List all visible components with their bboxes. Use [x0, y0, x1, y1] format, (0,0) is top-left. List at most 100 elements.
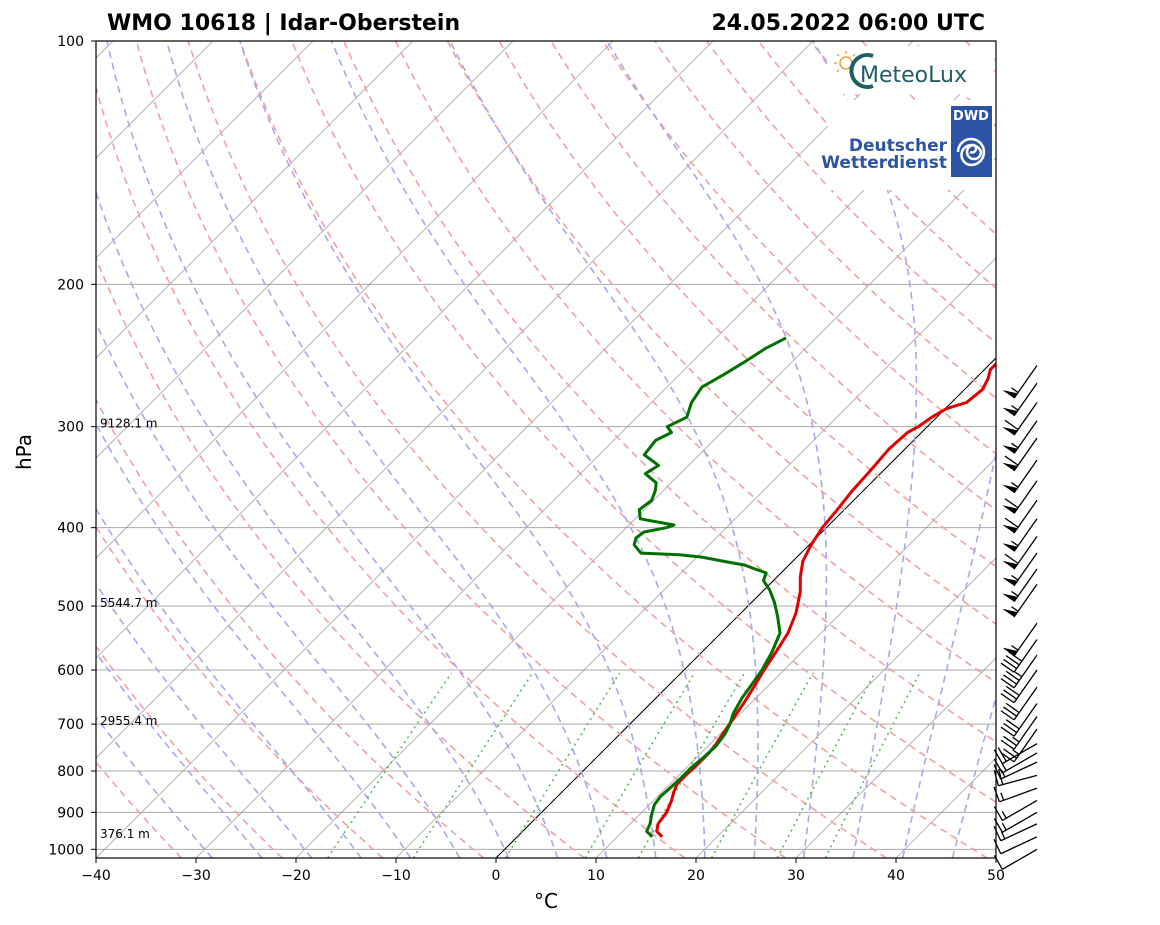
- dry-adiabat: [96, 525, 384, 858]
- x-axis-ticks: −40 −30 −20 −10 0 10 20 30 40 50: [81, 858, 1005, 884]
- wind-barb-pennant: [1002, 390, 1018, 399]
- y-tick-label: 500: [57, 599, 84, 615]
- y-tick-label: 100: [57, 34, 84, 50]
- zero-isotherm-line: [495, 357, 996, 858]
- wind-barb-feather: [1000, 752, 1015, 763]
- x-tick-label: 0: [492, 868, 501, 884]
- wind-barb-half-feather: [1001, 763, 1007, 772]
- moist-adiabat: [812, 41, 918, 858]
- wind-barb-pennant: [1002, 462, 1018, 471]
- wind-barb-pennant: [1002, 407, 1018, 416]
- wind-barb-feather: [993, 770, 999, 786]
- dry-adiabat: [96, 397, 485, 858]
- wind-barb-feather: [1004, 498, 1019, 509]
- wind-barb-half-feather: [1011, 606, 1019, 612]
- wind-barb-staff: [1013, 703, 1038, 737]
- wind-barb-pennant: [1002, 608, 1018, 617]
- wind-barb-staff: [1013, 518, 1038, 552]
- wind-barb: [1002, 480, 1038, 514]
- wind-barb-feather: [1000, 693, 1015, 704]
- wind-barb-feather: [1005, 685, 1020, 696]
- wind-barb-feather: [1005, 670, 1020, 681]
- wind-barb-staff: [1013, 437, 1038, 472]
- y-tick-label: 300: [57, 420, 84, 436]
- wind-barb-staff: [1002, 811, 1038, 833]
- x-tick-label: −30: [181, 868, 211, 884]
- moist-adiabat: [330, 41, 706, 858]
- dwd-logo: DWD Deutscher Wetterdienst: [821, 100, 994, 190]
- wind-barb-feather: [1005, 702, 1020, 714]
- temperature-profile-line: [655, 361, 996, 838]
- wind-barb-pennant: [1002, 560, 1018, 570]
- mixing-ratio-line: [824, 672, 921, 858]
- dry-adiabat: [1121, 41, 1160, 858]
- dwd-logo-line2: Wetterdienst: [821, 153, 947, 173]
- y-tick-label: 700: [57, 717, 84, 733]
- wind-barb-pennant: [1002, 445, 1018, 454]
- wind-barb-staff: [1013, 568, 1038, 603]
- wind-barb-pennant: [1002, 427, 1018, 436]
- wind-barb-staff: [1013, 499, 1038, 534]
- wind-barb: [993, 768, 1038, 787]
- wind-barb-half-feather: [1011, 405, 1019, 411]
- wind-barb-staff: [1000, 761, 1038, 780]
- wind-barb-half-feather: [1001, 822, 1007, 831]
- background-lines: [96, 41, 1160, 858]
- dry-adiabat: [394, 41, 996, 684]
- dry-adiabat: [602, 41, 996, 455]
- mixing-ratio-line: [327, 672, 453, 858]
- wind-barb-feather: [1003, 706, 1018, 717]
- x-tick-label: 50: [987, 868, 1005, 884]
- wind-barb: [1002, 365, 1038, 399]
- dwd-logo-line1: Deutscher: [849, 136, 948, 156]
- isotherm-line: [96, 41, 414, 359]
- wind-barb-pennant: [1002, 593, 1018, 602]
- dry-adiabat: [96, 84, 686, 858]
- wind-barb: [1002, 420, 1038, 454]
- wind-barb-staff: [1002, 848, 1038, 870]
- moist-adiabat: [96, 507, 362, 858]
- isotherm-line: [96, 41, 614, 559]
- wind-barb-staff: [1013, 654, 1038, 689]
- moist-adiabat: [239, 41, 657, 858]
- wind-barb: [1002, 382, 1038, 417]
- moist-adiabat: [96, 190, 510, 858]
- chart-title-station: WMO 10618 | Idar-Oberstein: [107, 11, 460, 36]
- y-tick-label: 400: [57, 521, 84, 537]
- moist-adiabat: [96, 651, 263, 858]
- moist-adiabat: [165, 41, 608, 858]
- dewpoint-profile-line: [632, 336, 787, 838]
- wind-barb-feather: [993, 764, 1002, 780]
- wind-barb: [1002, 535, 1038, 570]
- wind-barb-staff: [1002, 752, 1038, 774]
- wind-barb-half-feather: [1012, 749, 1020, 756]
- wind-barb-half-feather: [1012, 736, 1020, 743]
- mixing-ratio-line: [637, 672, 746, 858]
- isotherm-line: [96, 41, 914, 858]
- y-tick-label: 200: [57, 277, 84, 293]
- dry-adiabat: [135, 41, 787, 858]
- x-tick-label: −20: [281, 868, 311, 884]
- wind-barb-staff: [1000, 836, 1038, 855]
- y-tick-label: 900: [57, 805, 84, 821]
- wind-barb-feather: [993, 806, 1003, 821]
- wind-barb-half-feather: [1014, 671, 1023, 678]
- wind-barb: [1002, 622, 1038, 657]
- wind-barb-staff: [1013, 639, 1038, 673]
- y-axis-ticks: 100 200 300 400 500 600 700 800 900 1000: [48, 34, 96, 858]
- wind-barb-pennant: [1002, 484, 1018, 493]
- wind-barb-staff: [1013, 686, 1038, 721]
- wind-barb: [1002, 499, 1038, 534]
- wind-barb-half-feather: [1001, 810, 1007, 819]
- x-tick-label: 10: [587, 868, 605, 884]
- wind-barb-half-feather: [1000, 792, 1005, 801]
- wind-barb: [993, 786, 1038, 803]
- isotherm-line: [695, 557, 996, 858]
- wind-barb-feather: [993, 786, 1001, 803]
- y-axis-label: hPa: [12, 434, 36, 470]
- mixing-ratio-line: [412, 672, 534, 858]
- isotherm-line: [995, 857, 996, 858]
- wind-barb-feather: [997, 747, 1007, 762]
- wind-barb-staff: [1013, 583, 1038, 618]
- wind-barb-staff: [1013, 382, 1038, 417]
